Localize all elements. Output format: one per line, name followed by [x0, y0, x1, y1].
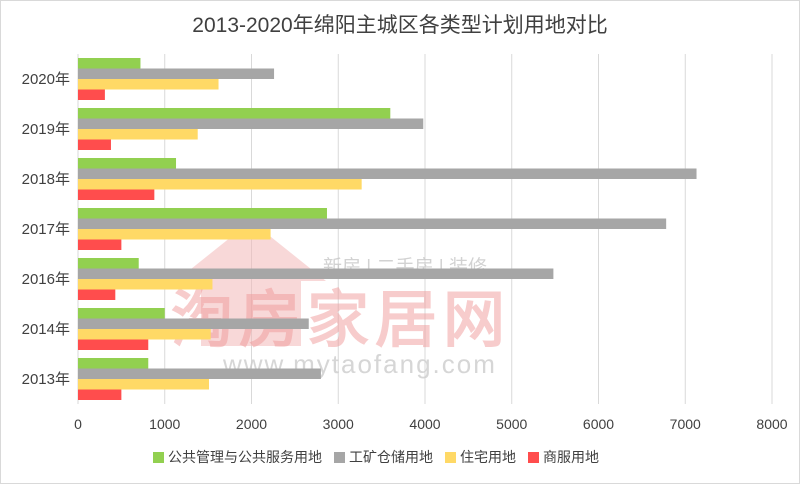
x-tick-label: 7000 — [670, 416, 701, 432]
legend-swatch — [153, 452, 164, 463]
bar — [78, 289, 116, 300]
tick-labels: 0 1000 2000 3000 4000 5000 6000 7000 8000 — [74, 416, 788, 432]
bar — [78, 168, 697, 179]
bar — [78, 268, 554, 279]
bar — [78, 129, 198, 140]
chart-title: 2013-2020年绵阳主城区各类型计划用地对比 — [192, 14, 608, 37]
bar — [78, 229, 271, 240]
watermark: 新房 | 二手房 | 装修 淘房家居网 www.mytaofang.com — [171, 221, 505, 379]
bar — [78, 358, 149, 369]
x-tick-label: 4000 — [409, 416, 440, 432]
bar — [78, 208, 327, 219]
category-label: 2016年 — [22, 271, 70, 288]
bar — [78, 218, 667, 229]
bar — [78, 189, 155, 200]
category-label: 2017年 — [22, 221, 70, 238]
category-label: 2020年 — [22, 71, 70, 88]
bar — [78, 339, 149, 350]
bar — [78, 389, 122, 400]
legend-swatch — [528, 452, 539, 463]
bar — [78, 379, 209, 390]
bar — [78, 239, 122, 250]
bar — [78, 89, 105, 100]
bar — [78, 368, 321, 379]
bar — [78, 79, 219, 90]
category-label: 2019年 — [22, 121, 70, 138]
legend-label: 工矿仓储用地 — [349, 449, 433, 465]
legend-label: 住宅用地 — [460, 449, 516, 465]
bar — [78, 258, 139, 269]
x-tick-label: 0 — [74, 416, 82, 432]
bar — [78, 158, 177, 169]
bar — [78, 68, 275, 79]
bar — [78, 318, 309, 329]
legend: 公共管理与公共服务用地 工矿仓储用地 住宅用地 商服用地 — [153, 449, 599, 465]
category-label: 2013年 — [22, 371, 70, 388]
bar — [78, 58, 141, 69]
legend-label: 商服用地 — [543, 449, 599, 465]
legend-swatch — [445, 452, 456, 463]
bars — [78, 58, 697, 400]
legend-swatch — [334, 452, 345, 463]
x-tick-label: 2000 — [236, 416, 267, 432]
category-labels: 2020年 2019年 2018年 2017年 2016年 2014年 2013年 — [22, 71, 70, 388]
bar — [78, 108, 391, 119]
x-tick-label: 6000 — [583, 416, 614, 432]
x-tick-label: 3000 — [323, 416, 354, 432]
bar — [78, 279, 213, 290]
bar — [78, 308, 165, 319]
category-label: 2018年 — [22, 171, 70, 188]
x-tick-label: 5000 — [496, 416, 527, 432]
legend-label: 公共管理与公共服务用地 — [168, 449, 322, 465]
x-tick-label: 8000 — [756, 416, 787, 432]
category-label: 2014年 — [22, 321, 70, 338]
bar — [78, 179, 362, 190]
bar — [78, 329, 211, 340]
house-logo-icon — [176, 221, 326, 346]
bar — [78, 139, 111, 150]
x-tick-label: 1000 — [149, 416, 180, 432]
bar — [78, 118, 424, 129]
